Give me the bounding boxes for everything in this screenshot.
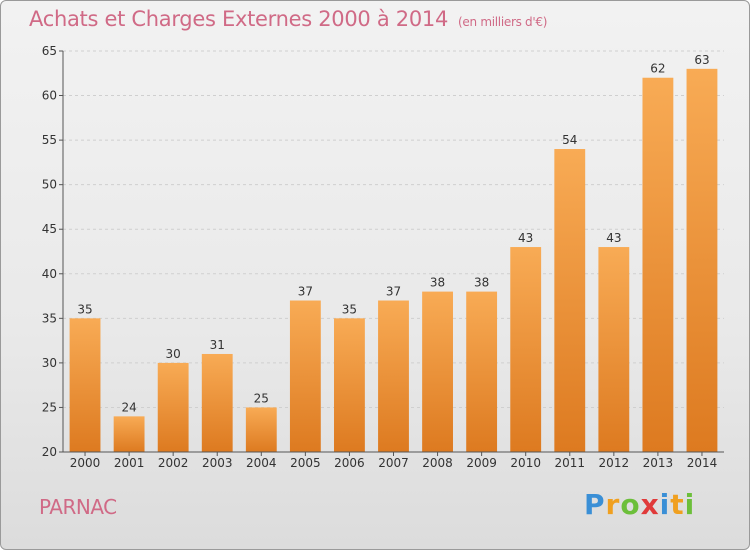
data-label-2013: 62 — [650, 62, 665, 76]
logo-letter: i — [684, 488, 696, 521]
x-tick-label-2003: 2003 — [202, 456, 233, 470]
x-tick-label-2005: 2005 — [290, 456, 321, 470]
chart-title-text: Achats et Charges Externes 2000 à 2014 — [29, 7, 449, 31]
bar-2008 — [422, 291, 453, 452]
bar-2005 — [289, 300, 321, 452]
bar-2004 — [245, 407, 277, 452]
y-tick-label: 30 — [42, 356, 57, 370]
bar-2001 — [113, 416, 145, 452]
y-tick-label: 35 — [42, 311, 57, 325]
x-tick-label-2004: 2004 — [246, 456, 277, 470]
data-label-2001: 24 — [121, 400, 136, 414]
data-label-2014: 63 — [694, 53, 709, 67]
x-tick-label-2013: 2013 — [643, 456, 674, 470]
chart-unit: (en milliers d'€) — [458, 15, 548, 29]
x-tick-label-2011: 2011 — [554, 456, 585, 470]
x-tick-label-2006: 2006 — [334, 456, 365, 470]
y-tick-label: 45 — [42, 222, 57, 236]
x-tick-label-2012: 2012 — [599, 456, 630, 470]
bar-2013 — [642, 77, 674, 452]
bar-2011 — [554, 149, 586, 452]
logo-letter: x — [640, 488, 660, 521]
x-tick-label-2009: 2009 — [466, 456, 497, 470]
commune-name: PARNAC — [39, 495, 117, 519]
bar-2006 — [334, 318, 365, 452]
y-tick-label: 25 — [42, 400, 57, 414]
x-tick-label-2014: 2014 — [687, 456, 718, 470]
bars: 35 24 30 31 25 37 35 37 38 38 43 54 43 62 63 — [69, 53, 718, 453]
bar-2010 — [510, 247, 542, 452]
data-label-2008: 38 — [430, 276, 445, 290]
data-label-2002: 30 — [166, 347, 181, 361]
logo-letter: o — [620, 488, 641, 521]
data-label-2004: 25 — [254, 391, 269, 405]
axes: 20 25 30 35 40 45 50 55 60 65 2000 2001 2002 2003 2004… — [42, 44, 724, 470]
y-tick-label: 60 — [42, 89, 57, 103]
x-tick-label-2002: 2002 — [158, 456, 189, 470]
data-label-2010: 43 — [518, 231, 533, 245]
x-tick-label-2001: 2001 — [114, 456, 145, 470]
x-tick-label-2008: 2008 — [422, 456, 453, 470]
proxiti-logo: Proxiti — [584, 488, 695, 521]
bar-2002 — [157, 362, 189, 452]
data-label-2005: 37 — [298, 285, 313, 299]
bar-2007 — [378, 300, 409, 452]
bar-2014 — [686, 68, 718, 453]
logo-letter: r — [605, 488, 621, 521]
data-label-2000: 35 — [77, 302, 92, 316]
y-tick-label: 20 — [42, 445, 57, 459]
data-label-2012: 43 — [606, 231, 621, 245]
bar-2012 — [598, 247, 630, 452]
logo-letter: t — [670, 488, 685, 521]
x-tick-label-2000: 2000 — [70, 456, 101, 470]
x-tick-label-2010: 2010 — [510, 456, 541, 470]
logo-letter: i — [659, 488, 671, 521]
logo-letter: P — [584, 488, 606, 521]
bar-2009 — [466, 291, 498, 452]
y-tick-label: 65 — [42, 44, 57, 58]
y-tick-label: 55 — [42, 133, 57, 147]
y-tick-label: 40 — [42, 267, 57, 281]
data-label-2003: 31 — [210, 338, 225, 352]
data-label-2011: 54 — [562, 133, 577, 147]
bar-2003 — [201, 353, 233, 452]
bar-2000 — [69, 318, 101, 452]
data-label-2009: 38 — [474, 276, 489, 290]
y-tick-label: 50 — [42, 178, 57, 192]
x-tick-label-2007: 2007 — [378, 456, 409, 470]
data-label-2007: 37 — [386, 285, 401, 299]
data-label-2006: 35 — [342, 302, 357, 316]
chart-title: Achats et Charges Externes 2000 à 2014 (e… — [29, 7, 547, 31]
